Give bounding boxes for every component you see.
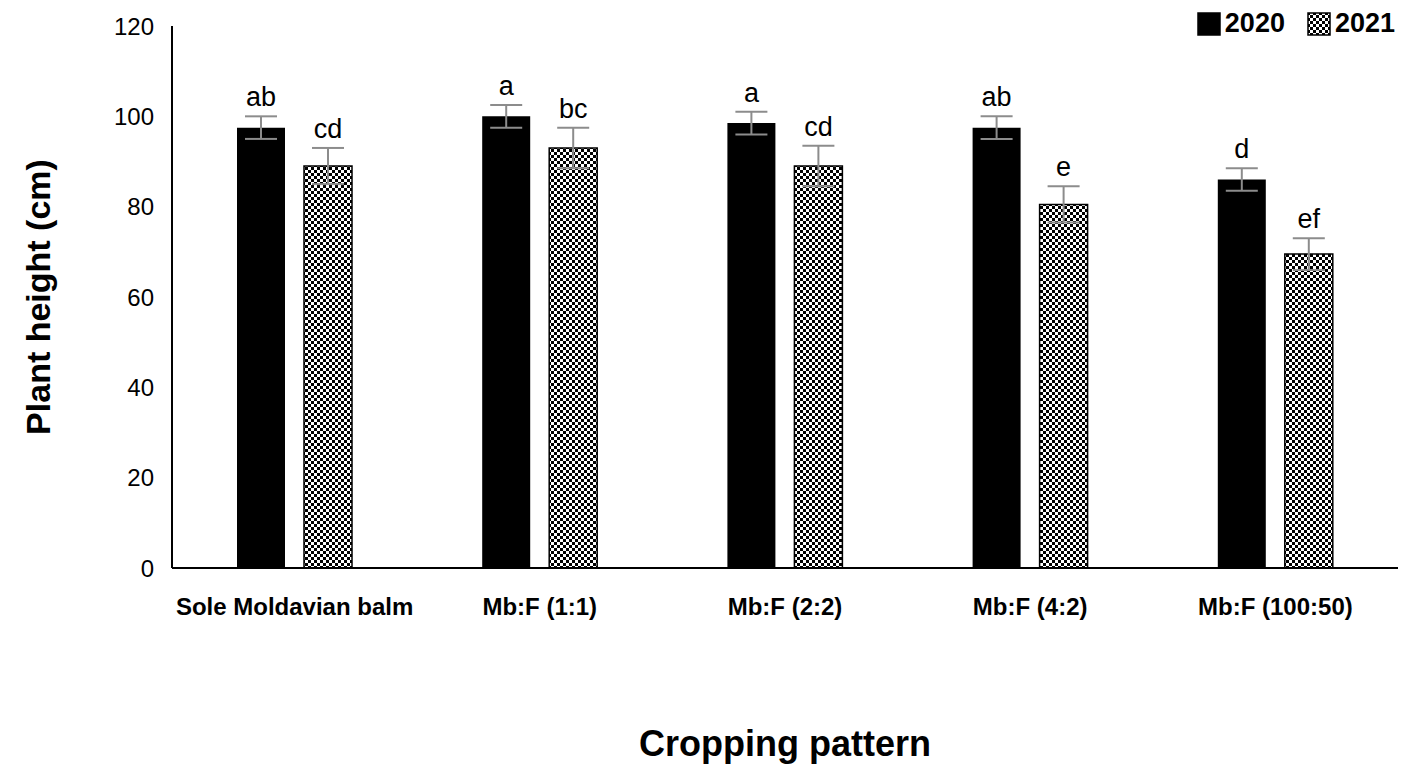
svg-text:Mb:F (4:2): Mb:F (4:2) xyxy=(973,593,1088,620)
html-text:2020: 2020 xyxy=(1224,8,1285,38)
svg-text:100: 100 xyxy=(114,103,154,130)
svg-text:ef: ef xyxy=(1298,204,1321,234)
svg-text:Mb:F (100:50): Mb:F (100:50) xyxy=(1198,593,1353,620)
svg-text:a: a xyxy=(499,71,515,101)
svg-text:ab: ab xyxy=(982,82,1012,112)
svg-text:cd: cd xyxy=(314,114,343,144)
svg-text:40: 40 xyxy=(127,374,154,401)
svg-text:Plant height (cm): Plant height (cm) xyxy=(19,159,57,435)
svg-text:Sole Moldavian balm: Sole Moldavian balm xyxy=(176,593,413,620)
svg-text:d: d xyxy=(1234,134,1249,164)
svg-text:60: 60 xyxy=(127,284,154,311)
svg-text:80: 80 xyxy=(127,193,154,220)
svg-text:120: 120 xyxy=(114,13,154,40)
html-text:2021: 2021 xyxy=(1334,8,1395,38)
svg-text:ab: ab xyxy=(246,82,276,112)
svg-text:20: 20 xyxy=(127,464,154,491)
svg-text:e: e xyxy=(1056,152,1071,182)
svg-text:Cropping pattern: Cropping pattern xyxy=(639,723,931,764)
svg-text:a: a xyxy=(744,78,760,108)
svg-text:0: 0 xyxy=(141,555,154,582)
svg-text:Mb:F (2:2): Mb:F (2:2) xyxy=(728,593,843,620)
svg-text:Mb:F (1:1): Mb:F (1:1) xyxy=(482,593,597,620)
svg-text:cd: cd xyxy=(804,112,833,142)
svg-text:bc: bc xyxy=(559,94,588,124)
